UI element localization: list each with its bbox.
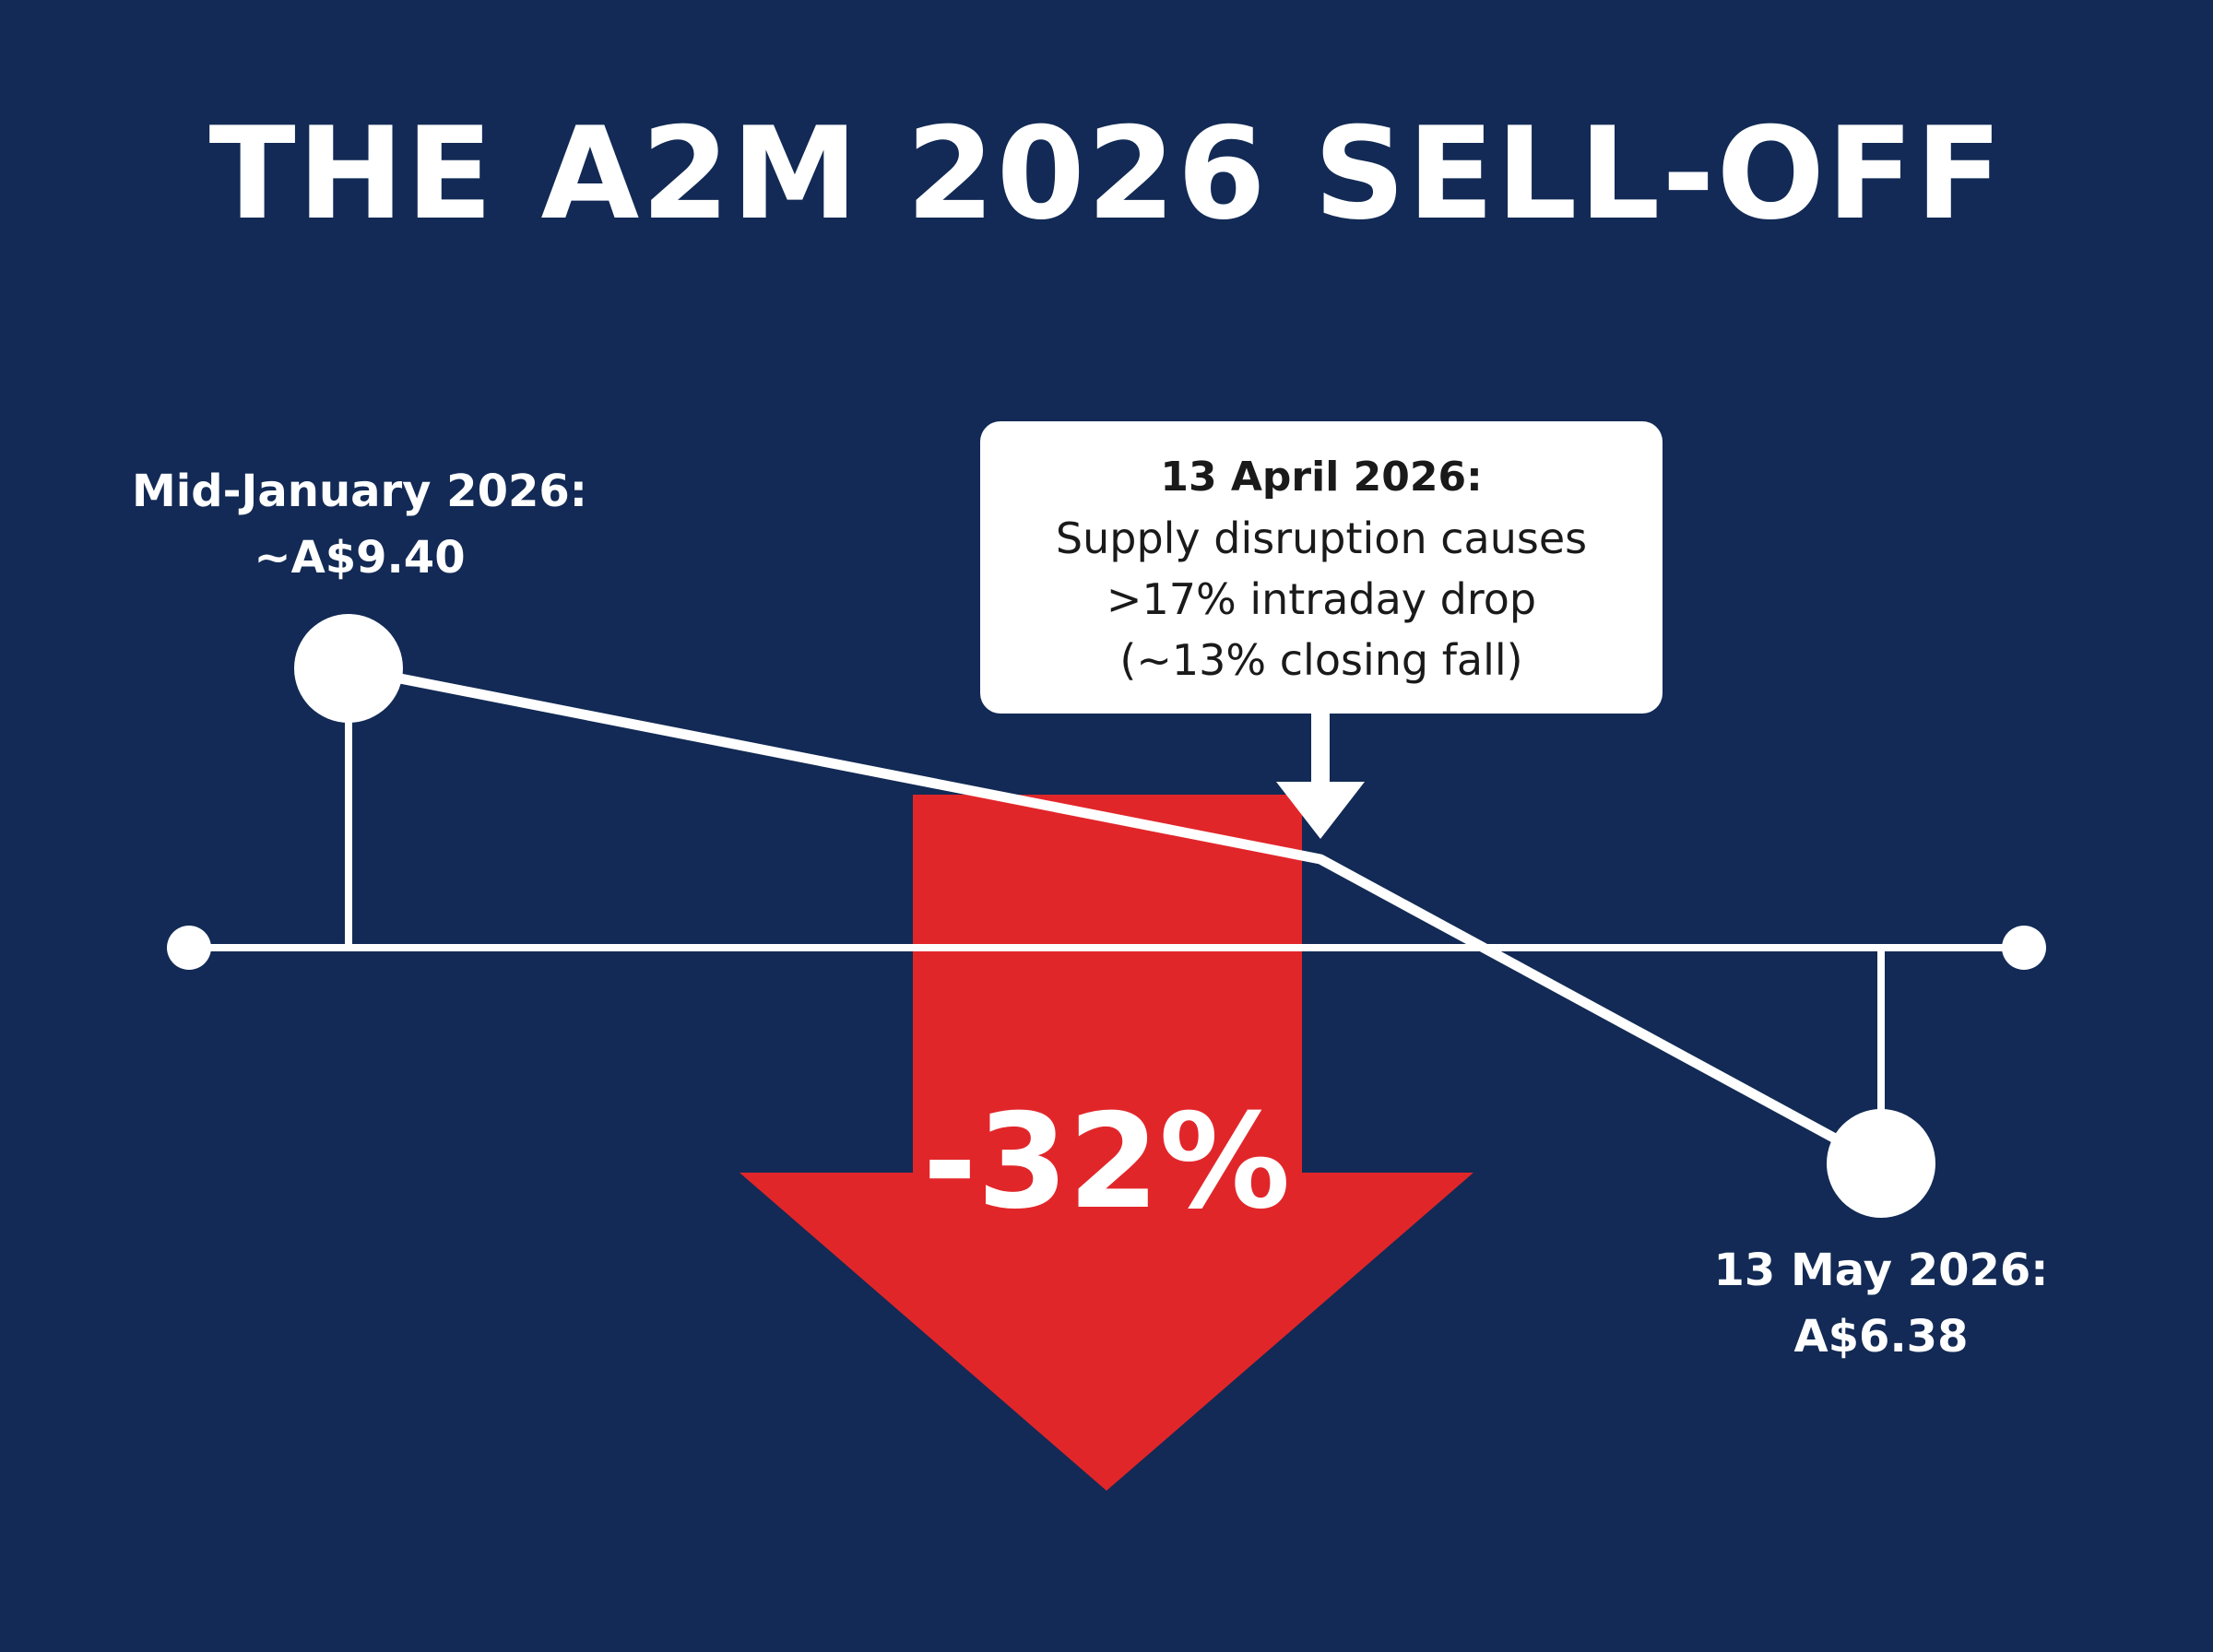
callout-arrow-head	[1276, 782, 1365, 839]
timeline-end-dot-right	[2002, 926, 2046, 970]
end-point-value: A$6.38	[1793, 1311, 1969, 1363]
start-point-label: Mid-January 2026: ~A$9.40	[83, 458, 636, 591]
annotation-line-2: >17% intraday drop	[1106, 574, 1537, 624]
annotation-line-3: (~13% closing fall)	[1119, 635, 1523, 685]
annotation-callout: 13 April 2026: Supply disruption causes …	[980, 421, 1663, 714]
annotation-line-1: Supply disruption causes	[1055, 513, 1588, 563]
timeline-end-dot-left	[167, 926, 211, 970]
end-point-date: 13 May 2026:	[1713, 1245, 2049, 1296]
end-point-label: 13 May 2026: A$6.38	[1604, 1237, 2158, 1370]
start-point-value: ~A$9.40	[254, 532, 466, 584]
annotation-date: 13 April 2026:	[1160, 454, 1483, 501]
drop-arrow	[740, 795, 1473, 1491]
price-series-line	[343, 663, 1887, 1169]
data-point-end	[1827, 1109, 1935, 1218]
data-point-start	[294, 614, 403, 723]
chart-title: THE A2M 2026 SELL-OFF	[208, 100, 2005, 248]
change-label: -32%	[922, 1086, 1291, 1238]
start-point-date: Mid-January 2026:	[132, 466, 587, 517]
